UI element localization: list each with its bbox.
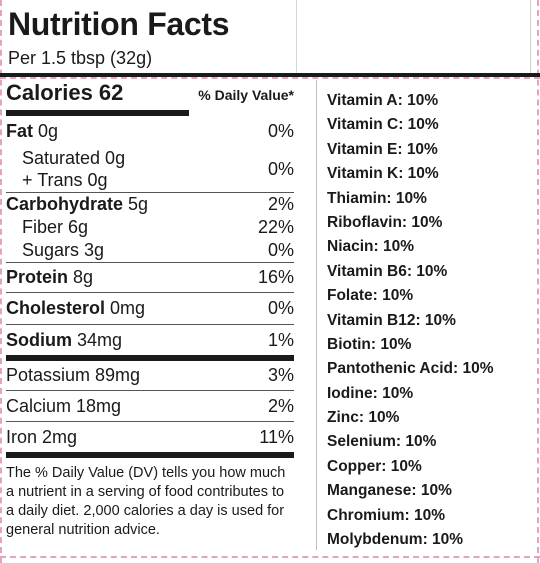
vitamin-item: Pantothenic Acid: 10% [327, 360, 494, 378]
nutrient-percent: 0% [267, 240, 294, 260]
nutrient-percent: 16% [257, 267, 294, 287]
nutrient-name: Sodium 34mg [6, 329, 123, 350]
vitamin-item: Thiamin: 10% [327, 189, 427, 207]
nutrient-name: Fiber 6g [22, 217, 89, 237]
nutrient-row-potassium: Potassium 89mg 3% [6, 361, 294, 390]
vitamin-item: Selenium: 10% [327, 433, 437, 451]
divider [6, 324, 294, 325]
nutrient-row-sugars: Sugars 3g 0% [6, 239, 294, 262]
nutrient-row-protein: Protein 8g 16% [6, 263, 294, 292]
nutrient-name: Iron 2mg [6, 426, 78, 447]
nutrient-panel: Calories 62 % Daily Value* Fat 0g 0% Sat… [6, 80, 294, 540]
nutrient-name: Calcium 18mg [6, 395, 122, 416]
nutrient-name: Protein 8g [6, 267, 94, 287]
column-divider [316, 80, 317, 550]
calories-bar [6, 110, 189, 116]
nutrient-percent: 0% [267, 120, 294, 141]
nutrient-percent: 0% [267, 158, 294, 179]
right-edge-guide [537, 0, 539, 563]
vitamin-item: Molybdenum: 10% [327, 531, 464, 549]
nutrient-percent: 0% [267, 298, 294, 318]
divider [6, 390, 294, 391]
nutrient-row-sodium: Sodium 34mg 1% [6, 325, 294, 355]
nutrient-percent: 2% [267, 395, 294, 416]
nutrient-row-cholesterol: Cholesterol 0mg 0% [6, 293, 294, 324]
vitamin-item: Vitamin C: 10% [327, 116, 439, 134]
nutrient-percent: 11% [259, 426, 294, 447]
label-title: Nutrition Facts [8, 6, 230, 42]
vitamin-item: Zinc: 10% [327, 409, 400, 427]
vitamin-item: Iodine: 10% [327, 384, 414, 402]
vitamin-item: Niacin: 10% [327, 238, 415, 256]
daily-value-header: % Daily Value* [198, 87, 294, 103]
divider [6, 421, 294, 422]
vitamin-item: Vitamin K: 10% [327, 165, 439, 183]
nutrient-name: Cholesterol 0mg [6, 298, 146, 318]
divider [6, 192, 294, 193]
nutrient-name: Sugars 3g [22, 240, 105, 260]
vitamin-item: Folate: 10% [327, 287, 414, 305]
divider [6, 292, 294, 293]
header-edge-line [530, 0, 531, 75]
nutrient-row-fiber: Fiber 6g 22% [6, 216, 294, 239]
daily-value-footnote: The % Daily Value (DV) tells you how muc… [6, 465, 286, 538]
vitamin-list: Vitamin A: 10% Vitamin C: 10% Vitamin E:… [327, 89, 494, 552]
vitamin-item: Copper: 10% [327, 457, 422, 475]
nutrient-name: Fat 0g [6, 120, 59, 141]
calories-label: Calories 62 [6, 80, 124, 105]
divider [6, 262, 294, 263]
nutrient-name: + Trans 0g [22, 170, 108, 190]
nutrient-percent: 3% [267, 365, 294, 385]
vitamin-item: Manganese: 10% [327, 482, 452, 500]
vitamin-item: Chromium: 10% [327, 506, 445, 524]
nutrient-row-carbohydrate: Carbohydrate 5g 2% [6, 193, 294, 216]
bottom-guide-line [0, 556, 540, 558]
vitamin-item: Vitamin B6: 10% [327, 262, 448, 280]
nutrient-row-fat: Fat 0g 0% [6, 116, 294, 146]
nutrient-row-iron: Iron 2mg 11% [6, 422, 294, 452]
left-edge-guide [0, 0, 2, 563]
top-guide-line [0, 77, 540, 79]
vitamin-item: Vitamin A: 10% [327, 92, 439, 109]
nutrient-name: Saturated 0g [22, 148, 126, 168]
nutrient-row-calcium: Calcium 18mg 2% [6, 391, 294, 421]
nutrient-name: Potassium 89mg [6, 365, 141, 385]
sodium-bar [6, 355, 294, 361]
nutrient-percent: 2% [267, 194, 294, 214]
nutrient-row-saturated-trans: Saturated 0g + Trans 0g 0% [6, 146, 294, 192]
vitamin-item: Vitamin E: 10% [327, 140, 438, 158]
vitamin-item: Vitamin B12: 10% [327, 311, 456, 329]
calories-row: Calories 62 % Daily Value* [6, 80, 294, 110]
iron-bar [6, 452, 294, 458]
vitamin-item: Riboflavin: 10% [327, 213, 443, 231]
header-divider [296, 0, 297, 73]
nutrient-percent: 1% [267, 329, 294, 350]
serving-size: Per 1.5 tbsp (32g) [8, 48, 153, 68]
vitamin-item: Biotin: 10% [327, 335, 412, 353]
nutrient-name: Carbohydrate 5g [6, 194, 149, 214]
nutrient-percent: 22% [257, 217, 294, 237]
header-rule [0, 73, 540, 77]
